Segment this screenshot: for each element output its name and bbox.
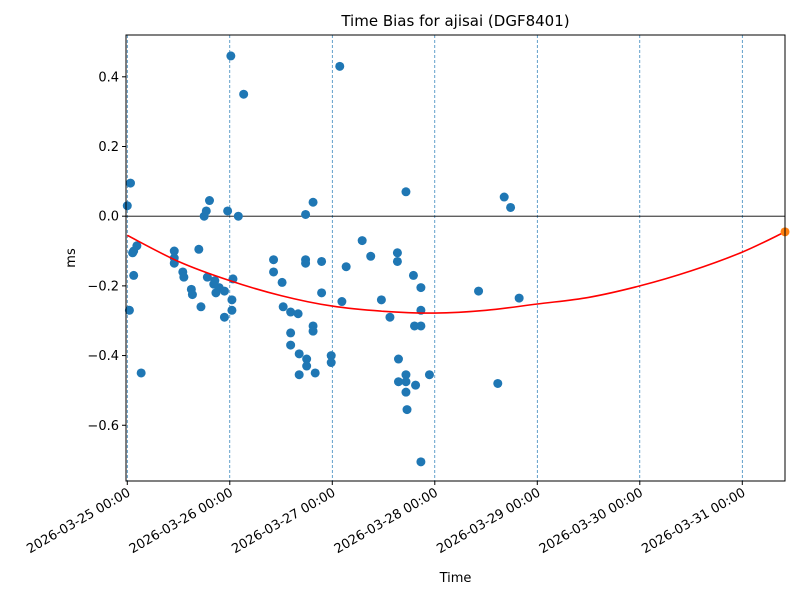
data-point [239,89,249,99]
data-point [301,258,311,268]
data-point [286,340,296,350]
data-point [294,349,304,359]
data-point [233,211,243,221]
data-point [392,248,402,258]
data-point [202,272,212,282]
data-point [308,326,318,336]
data-point [269,255,279,265]
data-point [226,51,236,61]
data-point [392,256,402,266]
data-point [401,187,411,197]
data-point [278,302,288,312]
data-point [357,236,367,246]
fit-curve [126,231,786,314]
y-tick-label: −0.4 [87,349,119,364]
data-point [286,307,296,317]
vertical-gridlines [126,35,743,481]
scatter-points [122,51,524,467]
data-point [286,328,296,338]
data-point [401,377,411,387]
data-point [409,321,419,331]
data-point [301,209,311,219]
data-point [196,302,206,312]
data-point [310,368,320,378]
data-point [294,370,304,380]
data-point [424,370,434,380]
data-point [219,286,229,296]
data-point [187,290,197,300]
data-point [210,276,220,286]
y-tick-label: −0.2 [87,279,119,294]
data-point [341,262,351,272]
data-point [194,244,204,254]
data-point [122,201,132,211]
data-point [302,361,312,371]
y-tick-label: 0.4 [98,70,119,85]
data-point [408,270,418,280]
data-point [136,368,146,378]
data-point [416,283,426,293]
data-point [129,270,139,280]
data-point [366,251,376,261]
data-point [376,295,386,305]
data-point [317,288,327,298]
data-point [124,305,134,315]
data-point [335,61,345,71]
data-point [385,312,395,322]
data-point [302,354,312,364]
y-tick-label: −0.6 [87,419,119,434]
data-point [308,197,318,207]
x-axis-title: Time [439,571,472,586]
data-point [227,305,237,315]
y-tick-label: 0.0 [98,210,119,225]
data-point [223,206,233,216]
data-point [499,192,509,202]
data-point [402,405,412,415]
data-point [326,358,336,368]
data-point [416,457,426,467]
data-point [393,377,403,387]
data-point [474,286,484,296]
data-point [317,256,327,266]
chart-title: Time Bias for ajisai (DGF8401) [340,12,569,30]
data-point [277,277,287,287]
data-point [219,312,229,322]
y-tick-label: 0.2 [98,140,119,155]
data-point [416,321,426,331]
data-point [411,380,421,390]
data-point [227,295,237,305]
data-point [132,241,142,251]
data-point [514,293,524,303]
data-point [401,370,411,380]
data-point [293,309,303,319]
y-axis: 0.4 0.2 0.0 −0.2 −0.4 −0.6 [87,70,126,434]
data-point [204,196,214,206]
data-point [269,267,279,277]
y-axis-title: ms [64,248,79,268]
data-point [179,272,189,282]
data-point [201,206,211,216]
data-point [493,378,503,388]
data-point [401,387,411,397]
data-point [337,297,347,307]
data-point [125,178,135,188]
data-point [169,246,179,256]
data-point [393,354,403,364]
data-point [326,351,336,361]
plot-frame [125,34,786,482]
data-point [506,202,516,212]
